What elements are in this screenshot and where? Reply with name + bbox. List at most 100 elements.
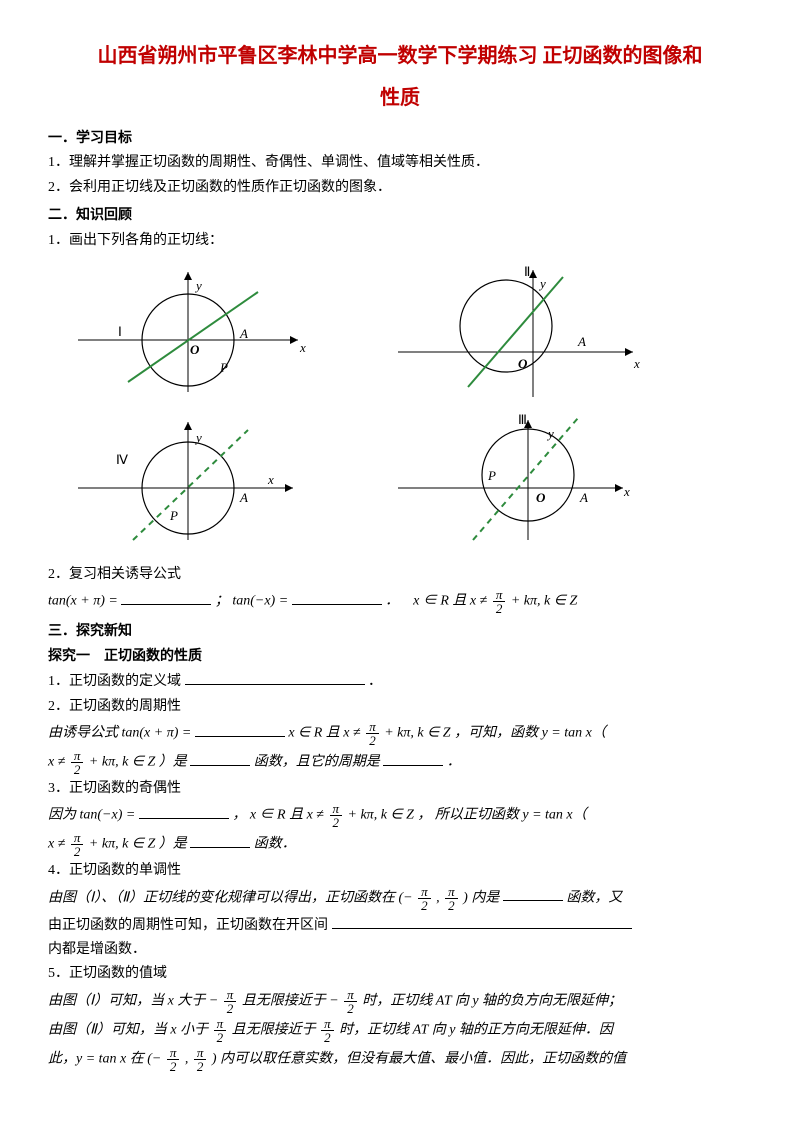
p3c-tail: 函数． <box>254 837 296 852</box>
label-p-4: P <box>170 506 178 527</box>
frac-pi2-8: π2 <box>224 988 237 1015</box>
page-title-line2: 性质 <box>48 82 752 114</box>
section2-heading: 二．知识回顾 <box>48 205 752 227</box>
label-y-1: y <box>196 276 202 297</box>
p5c-sep: , <box>185 1052 192 1067</box>
tan-negx-lhs: ； tan(−x) = <box>215 594 292 609</box>
label-y-2: y <box>540 274 546 295</box>
label-o-3: O <box>536 488 545 509</box>
p5a: 由图（Ⅰ）可知，当 x 大于 − <box>48 994 218 1009</box>
p5c-pre: 此，y = tan x 在 (− <box>48 1052 161 1067</box>
diagrams-grid: Ⅰ y x O A P Ⅱ y x O A Ⅳ y <box>48 258 752 554</box>
diagram-quadrant-4: Ⅳ y x A P <box>68 410 328 550</box>
prop1-text: 1．正切函数的定义域 <box>48 674 185 689</box>
prop2-line1: 由诱导公式 tan(x + π) = x ∈ R 且 x ≠ π2 + kπ, … <box>48 720 752 747</box>
prop3-line2: x ≠ π2 + kπ, k ∈ Z ）是 函数． <box>48 831 752 858</box>
frac-pi2-7: π2 <box>445 885 458 912</box>
blank-p2a <box>195 722 285 737</box>
prop2-heading: 2．正切函数的周期性 <box>48 696 752 718</box>
prop1: 1．正切函数的定义域 ． <box>48 670 752 693</box>
label-roman-1: Ⅰ <box>118 322 122 343</box>
label-x-4: x <box>268 470 274 491</box>
p5a-mid: 且无限接近于 − <box>242 994 339 1009</box>
frac-pi2-13: π2 <box>194 1046 207 1073</box>
section3-heading: 三．探究新知 <box>48 621 752 643</box>
frac-pi2-10: π2 <box>214 1017 227 1044</box>
prop5-line2: 由图（Ⅱ）可知，当 x 小于 π2 且无限接近于 π2 时，正切线 AT 向 y… <box>48 1017 752 1044</box>
p2c-mid2: 函数，且它的周期是 <box>254 755 380 770</box>
frac-pi2-1: π2 <box>493 588 506 615</box>
p2a: 由诱导公式 tan(x + π) = <box>48 726 195 741</box>
p3b-pre: x ∈ R 且 x ≠ <box>250 808 328 823</box>
prop5-line1: 由图（Ⅰ）可知，当 x 大于 − π2 且无限接近于 − π2 时，正切线 AT… <box>48 988 752 1015</box>
diagram-quadrant-3: Ⅲ y x O A P <box>388 410 648 550</box>
page-title-line1: 山西省朔州市平鲁区李林中学高一数学下学期练习 正切函数的图像和 <box>48 40 752 72</box>
prop4-line3: 内都是增函数． <box>48 939 752 961</box>
blank-tan-xpi <box>121 590 211 605</box>
section2-line1: 1．画出下列各角的正切线： <box>48 230 752 252</box>
section1-line1: 1．理解并掌握正切函数的周期性、奇偶性、单调性、值域等相关性质． <box>48 152 752 174</box>
prop5-heading: 5．正切函数的值域 <box>48 963 752 985</box>
prop3-line1: 因为 tan(−x) = ， x ∈ R 且 x ≠ π2 + kπ, k ∈ … <box>48 802 752 829</box>
label-p-3: P <box>488 466 496 487</box>
frac-pi2-4: π2 <box>330 802 343 829</box>
blank-p4b <box>332 914 632 929</box>
label-a-1: A <box>240 324 248 345</box>
label-x-3: x <box>624 482 630 503</box>
period-tail: ． <box>385 594 399 609</box>
cond-pre: x ∈ R 且 x ≠ <box>413 594 491 609</box>
label-a-3: A <box>580 488 588 509</box>
blank-p3a <box>139 804 229 819</box>
label-o-2: O <box>518 354 527 375</box>
p4a: 由图（Ⅰ）、（Ⅱ）正切线的变化规律可以得出，正切函数在 (− <box>48 890 413 905</box>
label-p-1: P <box>220 358 228 379</box>
prop1-tail: ． <box>368 674 382 689</box>
p5b: 由图（Ⅱ）可知，当 x 小于 <box>48 1023 212 1038</box>
section3-sub1: 探究一 正切函数的性质 <box>48 646 752 668</box>
p2b-pre: x ∈ R 且 x ≠ <box>288 726 364 741</box>
tan-xpi-lhs: tan(x + π) = <box>48 594 121 609</box>
p3b-post: + kπ, k ∈ Z ， 所以正切函数 y = tan x（ <box>348 808 587 823</box>
frac-pi2-12: π2 <box>167 1046 180 1073</box>
p2c-tail: ． <box>447 755 461 770</box>
frac-pi2-3: π2 <box>71 749 84 776</box>
p3a-sep: ， <box>232 808 246 823</box>
p4b: 由正切函数的周期性可知，正切函数在开区间 <box>48 918 328 933</box>
section2b-line1: 2．复习相关诱导公式 <box>48 564 752 586</box>
frac-pi2-9: π2 <box>344 988 357 1015</box>
frac-pi2-2: π2 <box>366 720 379 747</box>
p2b-post: + kπ, k ∈ Z ，可知，函数 y = tan x（ <box>384 726 606 741</box>
blank-p4a <box>503 886 563 901</box>
label-o-1: O <box>190 340 199 361</box>
label-roman-4: Ⅳ <box>116 450 128 471</box>
p3c-pre: x ≠ <box>48 837 69 852</box>
p5c-post: ) 内可以取任意实数，但没有最大值、最小值．因此，正切函数的值 <box>212 1052 626 1067</box>
label-x-1: x <box>300 338 306 359</box>
frac-pi2-6: π2 <box>418 885 431 912</box>
prop4-line2: 由正切函数的周期性可知，正切函数在开区间 <box>48 914 752 937</box>
label-a-4: A <box>240 488 248 509</box>
p3a: 因为 tan(−x) = <box>48 808 139 823</box>
blank-domain <box>185 670 365 685</box>
diagram-quadrant-2: Ⅱ y x O A <box>388 262 648 402</box>
prop2-line2: x ≠ π2 + kπ, k ∈ Z ）是 函数，且它的周期是 ． <box>48 749 752 776</box>
frac-pi2-11: π2 <box>321 1017 334 1044</box>
label-roman-2: Ⅱ <box>524 262 530 283</box>
diagram-quadrant-1: Ⅰ y x O A P <box>68 262 328 402</box>
label-y-3: y <box>548 424 554 445</box>
blank-p2c1 <box>190 751 250 766</box>
prop4-line1: 由图（Ⅰ）、（Ⅱ）正切线的变化规律可以得出，正切函数在 (− π2 , π2 )… <box>48 885 752 912</box>
label-y-4: y <box>196 428 202 449</box>
blank-p3c <box>190 833 250 848</box>
p3c-post: + kπ, k ∈ Z ）是 <box>89 837 187 852</box>
p5a-tail: 时，正切线 AT 向 y 轴的负方向无限延伸； <box>362 994 622 1009</box>
label-a-2: A <box>578 332 586 353</box>
p5b-mid: 且无限接近于 <box>232 1023 320 1038</box>
prop3-heading: 3．正切函数的奇偶性 <box>48 778 752 800</box>
p2c-mid: + kπ, k ∈ Z ）是 <box>89 755 187 770</box>
p5b-tail: 时，正切线 AT 向 y 轴的正方向无限延伸．因 <box>339 1023 613 1038</box>
label-roman-3: Ⅲ <box>518 410 527 431</box>
p2c-pre: x ≠ <box>48 755 69 770</box>
section2b-line2: tan(x + π) = ； tan(−x) = ． x ∈ R 且 x ≠ π… <box>48 588 752 615</box>
blank-p2c2 <box>383 751 443 766</box>
